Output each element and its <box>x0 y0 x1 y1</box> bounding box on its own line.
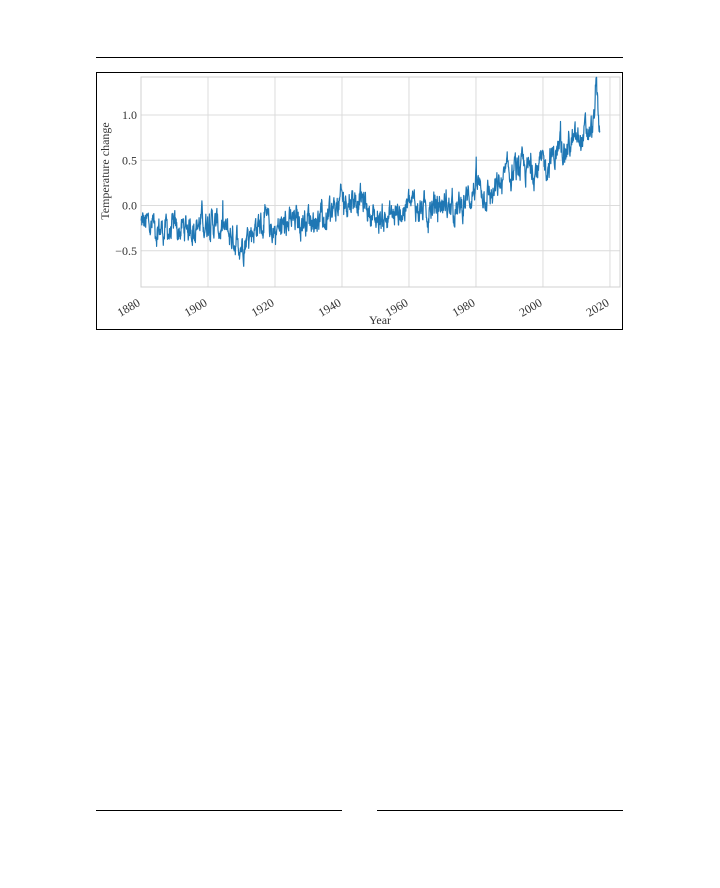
y-tick-label: 0.0 <box>122 199 137 213</box>
x-tick-label: 1900 <box>182 295 210 319</box>
footer-rule-left <box>96 810 342 811</box>
x-tick-label: 2000 <box>517 295 545 319</box>
figure-frame: 1880 1900 1920 1940 1960 1980 2000 2020 1.0 0.5 0… <box>96 72 623 330</box>
temperature-line-chart: 1880 1900 1920 1940 1960 1980 2000 2020 1.00.50… <box>98 76 621 327</box>
x-tick-label: 1920 <box>249 295 277 319</box>
footer-rule-right <box>377 810 623 811</box>
x-tick-label: 1980 <box>450 295 478 319</box>
y-axis-label: Temperature change <box>98 122 112 219</box>
plot-area-border <box>140 76 621 288</box>
y-tick-label: 1.0 <box>122 108 137 122</box>
y-tick-label: 0.5 <box>122 153 137 167</box>
x-tick-label: 1940 <box>316 295 344 319</box>
series-line <box>140 76 601 267</box>
x-tick-label: 1880 <box>115 295 143 319</box>
header-rule <box>96 57 623 58</box>
x-axis-tick-labels: 1880 1900 1920 1940 1960 1980 2000 2020 <box>115 295 612 319</box>
x-axis-label: Year <box>369 313 391 327</box>
y-axis-tick-labels: 1.0 0.5 0.0 −0.5 <box>115 108 137 258</box>
grid <box>140 77 620 287</box>
x-tick-label: 2020 <box>584 295 612 319</box>
y-tick-label: −0.5 <box>115 244 137 258</box>
